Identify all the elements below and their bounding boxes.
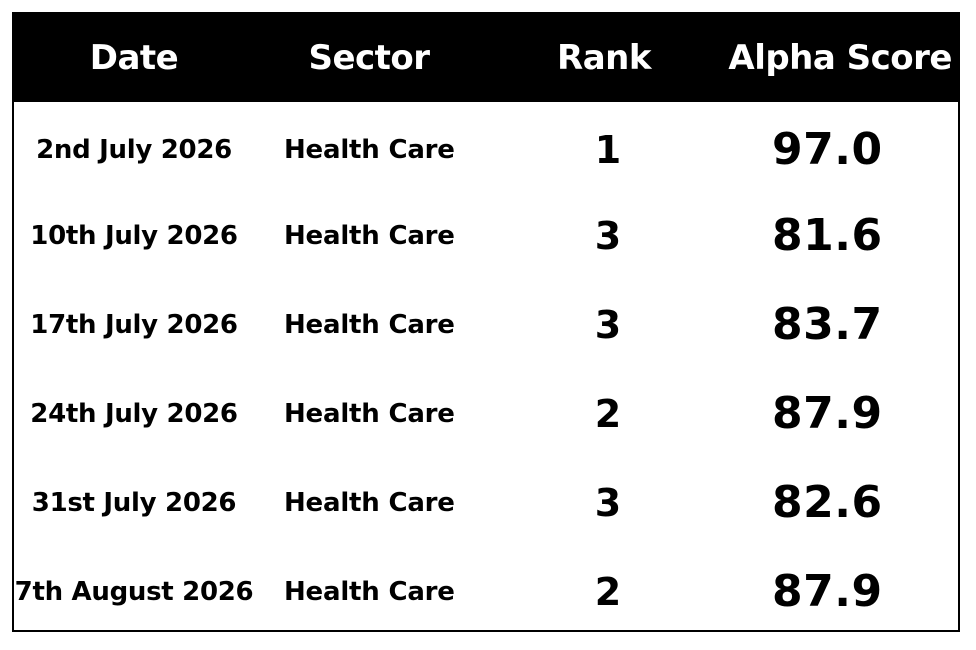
header-alpha-score: Alpha Score	[728, 38, 952, 78]
cell-rank: 2	[594, 569, 622, 614]
data-table: Date Sector Rank Alpha Score 2nd July 20…	[14, 14, 958, 636]
table-row: 7th August 2026 Health Care 2 87.9	[14, 547, 958, 636]
table-row: 17th July 2026 Health Care 3 83.7	[14, 280, 958, 369]
table-row: 2nd July 2026 Health Care 1 97.0	[14, 102, 958, 191]
header-sector: Sector	[308, 38, 430, 78]
header-row: Date Sector Rank Alpha Score	[14, 14, 958, 102]
cell-date: 2nd July 2026	[36, 134, 232, 165]
cell-date: 24th July 2026	[30, 398, 238, 429]
cell-date: 31st July 2026	[31, 487, 237, 518]
cell-date: 10th July 2026	[30, 220, 238, 251]
cell-alpha-score: 82.6	[772, 477, 883, 528]
alpha-score-table: Date Sector Rank Alpha Score 2nd July 20…	[12, 12, 960, 632]
cell-rank: 3	[594, 302, 622, 347]
cell-date: 17th July 2026	[30, 309, 238, 340]
table-body: 2nd July 2026 Health Care 1 97.0 10th Ju…	[14, 102, 958, 636]
cell-rank: 3	[594, 480, 622, 525]
cell-alpha-score: 87.9	[772, 388, 883, 439]
cell-sector: Health Care	[284, 487, 455, 518]
cell-alpha-score: 97.0	[772, 124, 883, 175]
header-rank: Rank	[557, 38, 651, 78]
table-header: Date Sector Rank Alpha Score	[14, 14, 958, 102]
cell-rank: 2	[594, 391, 622, 436]
cell-sector: Health Care	[284, 220, 455, 251]
table-row: 24th July 2026 Health Care 2 87.9	[14, 369, 958, 458]
cell-date: 7th August 2026	[14, 576, 254, 607]
header-date: Date	[89, 38, 179, 78]
cell-sector: Health Care	[284, 134, 455, 165]
cell-sector: Health Care	[284, 398, 455, 429]
cell-alpha-score: 81.6	[772, 210, 883, 261]
cell-rank: 1	[594, 127, 622, 172]
cell-sector: Health Care	[284, 309, 455, 340]
cell-alpha-score: 87.9	[772, 566, 883, 617]
table-row: 10th July 2026 Health Care 3 81.6	[14, 191, 958, 280]
cell-sector: Health Care	[284, 576, 455, 607]
cell-alpha-score: 83.7	[772, 299, 883, 350]
table-row: 31st July 2026 Health Care 3 82.6	[14, 458, 958, 547]
cell-rank: 3	[594, 213, 622, 258]
